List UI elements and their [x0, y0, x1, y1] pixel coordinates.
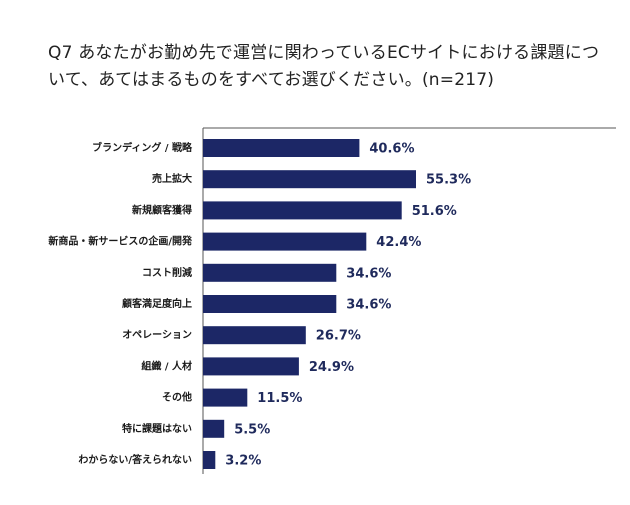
- bar: [203, 201, 402, 220]
- data-label: 26.7%: [316, 329, 361, 344]
- bar: [203, 232, 367, 251]
- chart-labels: ブランディング / 戦略 40.6% 売上拡大 55.3% 新規顧客獲得 51.6% 新商品…: [48, 141, 471, 469]
- category-label: 特に課題はない: [122, 422, 192, 435]
- category-label: 売上拡大: [152, 172, 192, 185]
- category-label: その他: [162, 391, 192, 404]
- data-label: 34.6%: [346, 266, 391, 281]
- bar: [203, 295, 337, 313]
- bar: [203, 451, 216, 469]
- category-label: 組織 / 人材: [141, 359, 192, 372]
- data-label: 51.6%: [412, 204, 457, 219]
- category-label: オペレーション: [122, 329, 192, 341]
- bar: [203, 357, 299, 376]
- data-label: 40.6%: [369, 142, 414, 157]
- category-label: 顧客満足度向上: [122, 297, 192, 310]
- category-label: ブランディング / 戦略: [92, 141, 193, 154]
- data-label: 42.4%: [376, 235, 421, 250]
- bar: [203, 388, 248, 407]
- bar: [203, 170, 416, 189]
- chart-bars: [203, 139, 416, 469]
- data-label: 5.5%: [234, 422, 270, 437]
- chart-title: Q7 あなたがお勤め先で運営に関わっているECサイトにおける課題について、あては…: [48, 43, 600, 90]
- data-label: 34.6%: [346, 298, 391, 313]
- data-label: 3.2%: [225, 454, 261, 469]
- category-label: 新規顧客獲得: [132, 203, 192, 216]
- category-label: 新商品・新サービスの企画/開発: [48, 235, 193, 248]
- bar: [203, 326, 306, 345]
- bar: [203, 263, 337, 282]
- data-label: 55.3%: [426, 173, 471, 188]
- data-label: 11.5%: [257, 391, 302, 406]
- data-label: 24.9%: [309, 360, 354, 375]
- category-label: コスト削減: [142, 266, 192, 279]
- bar: [203, 419, 225, 438]
- bar: [203, 139, 360, 157]
- category-label: わからない/答えられない: [78, 453, 192, 466]
